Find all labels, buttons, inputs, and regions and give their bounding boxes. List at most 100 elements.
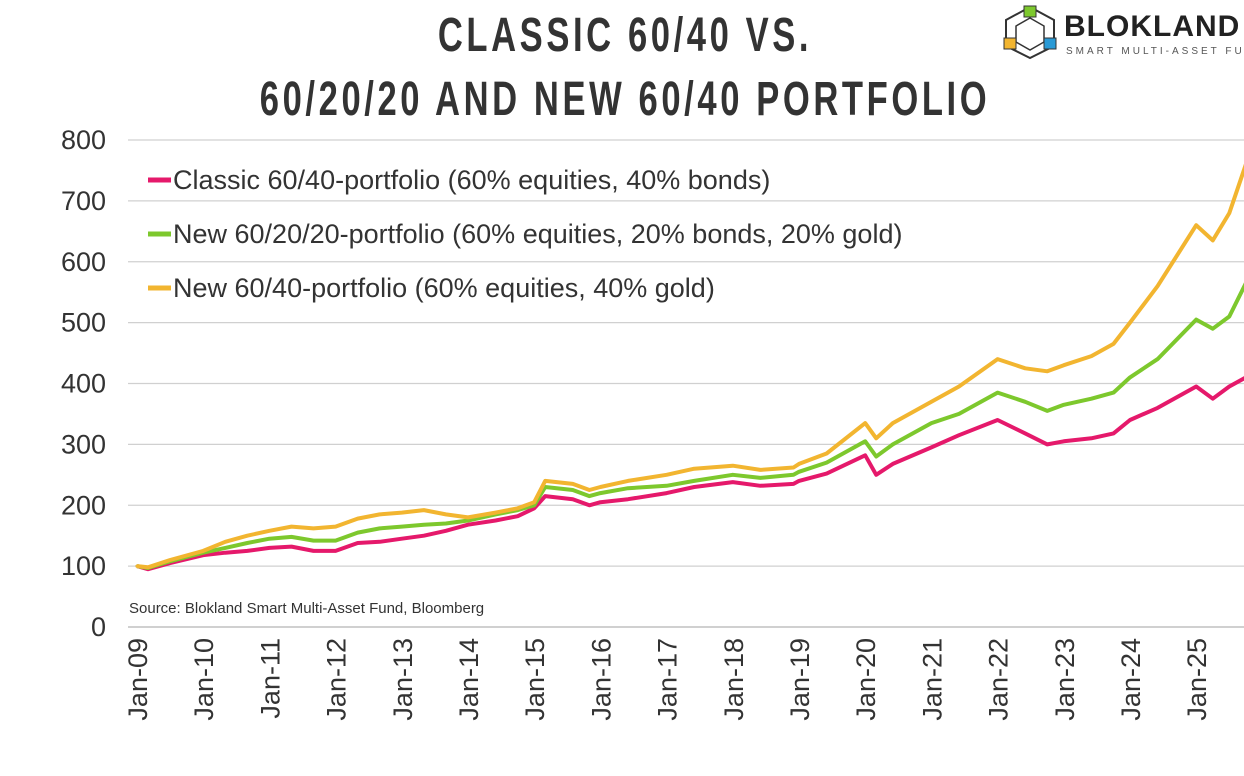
data-point <box>267 529 271 533</box>
x-tick-label: Jan-09 <box>123 638 153 721</box>
data-point <box>356 541 360 545</box>
x-tick-label: Jan-22 <box>984 638 1014 721</box>
data-point <box>444 529 448 533</box>
data-point <box>626 486 630 490</box>
series-line-1 <box>136 376 1244 572</box>
x-tick-label: Jan-19 <box>785 638 815 721</box>
data-point <box>135 564 139 568</box>
x-tick-label: Jan-16 <box>586 638 616 721</box>
data-point <box>891 442 895 446</box>
data-point <box>571 488 575 492</box>
data-point <box>1045 409 1049 413</box>
data-point <box>466 515 470 519</box>
data-point <box>494 518 498 522</box>
data-point <box>245 534 249 538</box>
data-point <box>1128 418 1132 422</box>
data-point <box>1062 403 1066 407</box>
data-point <box>1227 315 1231 319</box>
data-point <box>400 525 404 529</box>
data-point <box>758 484 762 488</box>
data-point <box>1045 442 1049 446</box>
data-point <box>334 549 338 553</box>
data-point <box>1111 342 1115 346</box>
data-point <box>1211 238 1215 242</box>
x-tick-label: Jan-10 <box>189 638 219 721</box>
data-point <box>891 462 895 466</box>
chart-title-line-2: 60/20/20 AND NEW 60/40 PORTFOLIO <box>259 73 991 126</box>
data-point <box>626 479 630 483</box>
y-tick-label: 0 <box>91 612 106 642</box>
data-point <box>223 540 227 544</box>
data-point <box>422 523 426 527</box>
data-point <box>1227 211 1231 215</box>
data-point <box>1211 327 1215 331</box>
data-point <box>543 494 547 498</box>
y-tick-label: 200 <box>61 490 106 520</box>
data-point <box>1156 284 1160 288</box>
data-point <box>494 511 498 515</box>
data-point <box>957 385 961 389</box>
logo-tagline: SMART MULTI-ASSET FUND <box>1066 46 1244 57</box>
series-line-2 <box>136 282 1244 570</box>
data-point <box>587 494 591 498</box>
legend-label: New 60/40-portfolio (60% equities, 40% g… <box>173 273 715 303</box>
source-note: Source: Blokland Smart Multi-Asset Fund,… <box>129 600 485 617</box>
data-point <box>996 357 1000 361</box>
data-point <box>797 479 801 483</box>
data-point <box>996 391 1000 395</box>
data-point <box>466 518 470 522</box>
data-point <box>626 497 630 501</box>
data-point <box>598 491 602 495</box>
data-point <box>223 551 227 555</box>
data-point <box>758 476 762 480</box>
data-point <box>1128 321 1132 325</box>
y-tick-label: 400 <box>61 369 106 399</box>
x-tick-label: Jan-11 <box>255 638 285 719</box>
x-tick-label: Jan-17 <box>653 638 683 721</box>
x-tick-label: Jan-20 <box>851 638 881 721</box>
x-tick-label: Jan-25 <box>1182 638 1212 721</box>
data-point <box>1062 363 1066 367</box>
data-point <box>1211 397 1215 401</box>
data-point <box>863 439 867 443</box>
data-point <box>874 455 878 459</box>
data-point <box>731 480 735 484</box>
data-point <box>929 421 933 425</box>
data-point <box>201 549 205 553</box>
data-point <box>1194 385 1198 389</box>
data-point <box>791 482 795 486</box>
data-point <box>797 462 801 466</box>
legend-label: New 60/20/20-portfolio (60% equities, 20… <box>173 219 902 249</box>
data-point <box>692 485 696 489</box>
data-point <box>1194 318 1198 322</box>
data-point <box>863 453 867 457</box>
data-point <box>400 537 404 541</box>
data-point <box>1089 436 1093 440</box>
data-point <box>378 540 382 544</box>
data-point <box>312 526 316 530</box>
data-point <box>378 512 382 516</box>
data-point <box>957 412 961 416</box>
data-point <box>791 466 795 470</box>
cube-logo-icon <box>1003 5 1057 60</box>
data-point <box>929 400 933 404</box>
data-point <box>1062 439 1066 443</box>
data-point <box>825 472 829 476</box>
x-tick-label: Jan-12 <box>322 638 352 721</box>
data-point <box>312 539 316 543</box>
data-point <box>1194 223 1198 227</box>
y-tick-label: 100 <box>61 551 106 581</box>
data-point <box>692 467 696 471</box>
data-point <box>312 549 316 553</box>
data-point <box>665 491 669 495</box>
data-point <box>516 514 520 518</box>
data-point <box>874 473 878 477</box>
data-point <box>289 545 293 549</box>
data-point <box>1023 431 1027 435</box>
blokland-logo: BLOKLAND SMART MULTI-ASSET FUND <box>1000 4 1244 60</box>
x-tick-label: Jan-23 <box>1050 638 1080 721</box>
data-point <box>267 537 271 541</box>
data-point <box>245 549 249 553</box>
data-point <box>692 479 696 483</box>
